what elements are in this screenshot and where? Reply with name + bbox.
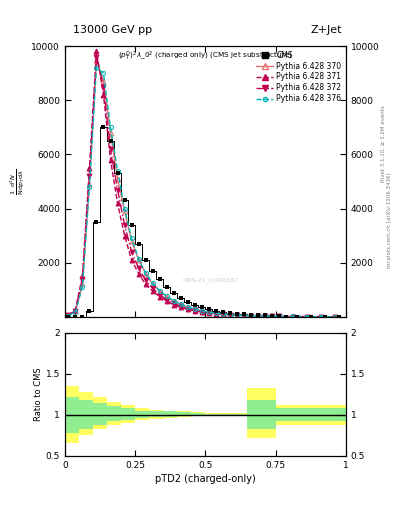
Point: [185, 297, 191, 306]
Point: [283, 313, 289, 321]
Point: [206, 305, 212, 313]
Point: [143, 256, 149, 264]
Point: [336, 313, 342, 321]
Point: [65, 313, 72, 321]
Text: 13000 GeV pp: 13000 GeV pp: [73, 25, 152, 35]
Point: [72, 313, 79, 321]
Point: [171, 289, 177, 297]
Point: [262, 311, 268, 319]
Point: [255, 311, 261, 319]
Point: [276, 312, 282, 320]
Text: CMS-21_I1920187: CMS-21_I1920187: [183, 278, 239, 283]
Legend: CMS, Pythia 6.428 370, Pythia 6.428 371, Pythia 6.428 372, Pythia 6.428 376: CMS, Pythia 6.428 370, Pythia 6.428 371,…: [253, 48, 344, 106]
X-axis label: pTD2 (charged-only): pTD2 (charged-only): [155, 474, 256, 484]
Text: Z+Jet: Z+Jet: [310, 25, 342, 35]
Point: [294, 313, 300, 321]
Point: [100, 123, 107, 132]
Point: [129, 221, 135, 229]
Point: [269, 312, 275, 320]
Point: [107, 137, 114, 145]
Point: [86, 307, 93, 315]
Point: [136, 240, 142, 248]
Point: [220, 308, 226, 316]
Point: [227, 309, 233, 317]
Point: [93, 218, 99, 226]
Point: [192, 301, 198, 309]
Point: [156, 275, 163, 283]
Y-axis label: Ratio to CMS: Ratio to CMS: [34, 367, 43, 421]
Point: [248, 311, 254, 319]
Point: [149, 267, 156, 275]
Point: [199, 303, 205, 311]
Text: $(p_T^D)^2\lambda\_0^2$ (charged only) (CMS jet substructure): $(p_T^D)^2\lambda\_0^2$ (charged only) (…: [118, 50, 293, 63]
Point: [79, 313, 86, 321]
Point: [234, 310, 240, 318]
Point: [121, 196, 128, 204]
Point: [241, 310, 247, 318]
Text: mcplots.cern.ch [arXiv:1306.3436]: mcplots.cern.ch [arXiv:1306.3436]: [387, 173, 391, 268]
Point: [321, 313, 328, 321]
Text: Rivet 3.1.10, ≥ 3.2M events: Rivet 3.1.10, ≥ 3.2M events: [381, 105, 386, 182]
Y-axis label: $\frac{1}{\mathrm{N}}\frac{\mathrm{d}^2N}{\mathrm{d}p_T\mathrm{d}\lambda}$: $\frac{1}{\mathrm{N}}\frac{\mathrm{d}^2N…: [9, 168, 27, 195]
Point: [163, 283, 170, 291]
Point: [178, 294, 184, 302]
Point: [213, 307, 219, 315]
Point: [308, 313, 314, 321]
Point: [114, 169, 121, 178]
